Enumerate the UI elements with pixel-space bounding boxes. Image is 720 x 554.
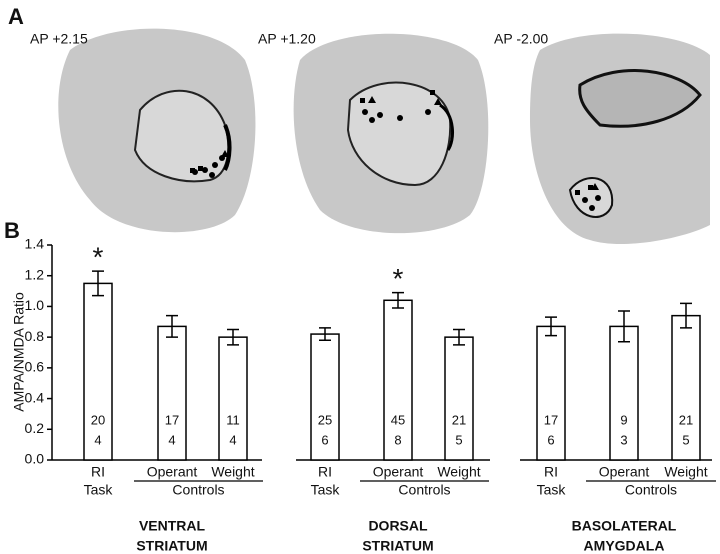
n-cells: 21 [679,412,693,427]
significance: * [93,241,104,272]
markers [190,90,601,211]
n-cells: 45 [391,412,405,427]
y-tick-label: 0.6 [25,359,45,375]
x-tick-label: Task [311,482,341,498]
section-3-tract [568,177,614,218]
panel-label: B [4,218,20,243]
bar [671,314,701,461]
error-bar [166,314,178,338]
x-tick-label: Weight [437,464,480,480]
group-label: STRIATUM [362,538,433,554]
group-label: AMYGDALA [584,538,665,554]
y-tick-label: 1.2 [25,266,45,282]
section-1-tract [223,124,232,171]
n-cells: 11 [226,412,240,427]
x-tick-label: Task [84,482,114,498]
n-cells: 20 [91,412,105,427]
n-animals: 4 [94,432,101,447]
bar [609,325,639,461]
significance: * [393,263,404,294]
subgroup-label: Controls [172,482,224,498]
error-bar [545,316,557,337]
error-bar [392,291,404,309]
group-label: DORSAL [368,518,428,534]
n-cells: 21 [452,412,466,427]
y-tick-label: 1.0 [25,297,45,313]
section-label: AP +1.20 [258,31,316,47]
section-label: AP -2.00 [494,31,548,47]
n-cells: 9 [620,412,627,427]
section-3-inner [578,69,702,128]
x-tick-label: Weight [664,464,707,480]
error-bar [618,310,630,343]
x-tick-label: Weight [211,464,254,480]
error-bar [680,302,692,329]
error-bar [319,327,331,341]
x-tick-label: Operant [147,464,198,480]
error-bar [227,328,239,346]
section-2-tract [439,103,454,151]
group-label: STRIATUM [136,538,207,554]
section-2-inner [346,81,452,187]
x-tick-label: RI [91,464,105,480]
panel-label: A [8,4,24,29]
y-tick-label: 0.2 [25,420,45,436]
n-animals: 5 [455,432,462,447]
bar [444,336,474,461]
group-label: VENTRAL [139,518,206,534]
y-tick-label: 0.4 [25,389,45,405]
bar [157,325,187,461]
n-cells: 25 [318,412,332,427]
y-axis-title: AMPA/NMDA Ratio [11,292,27,412]
y-tick-label: 0.8 [25,328,45,344]
subgroup-label: Controls [398,482,450,498]
n-cells: 17 [544,412,558,427]
y-tick-label: 0.0 [25,451,45,467]
section-3 [530,33,710,245]
x-tick-label: Task [537,482,567,498]
subgroup-label: Controls [625,482,677,498]
n-animals: 8 [394,432,401,447]
error-bar [92,270,104,297]
section-label: AP +2.15 [30,31,88,47]
n-cells: 17 [165,412,179,427]
x-tick-label: RI [318,464,332,480]
n-animals: 6 [547,432,554,447]
bar [218,336,248,461]
x-tick-label: RI [544,464,558,480]
n-animals: 6 [321,432,328,447]
n-animals: 3 [620,432,627,447]
n-animals: 4 [229,432,236,447]
bar [310,333,340,461]
x-tick-label: Operant [599,464,650,480]
error-bar [453,328,465,346]
x-tick-label: Operant [373,464,424,480]
group-label: BASOLATERAL [572,518,677,534]
n-animals: 4 [168,432,175,447]
y-tick-label: 1.4 [25,236,45,252]
brain-sections [58,28,710,245]
n-animals: 5 [682,432,689,447]
